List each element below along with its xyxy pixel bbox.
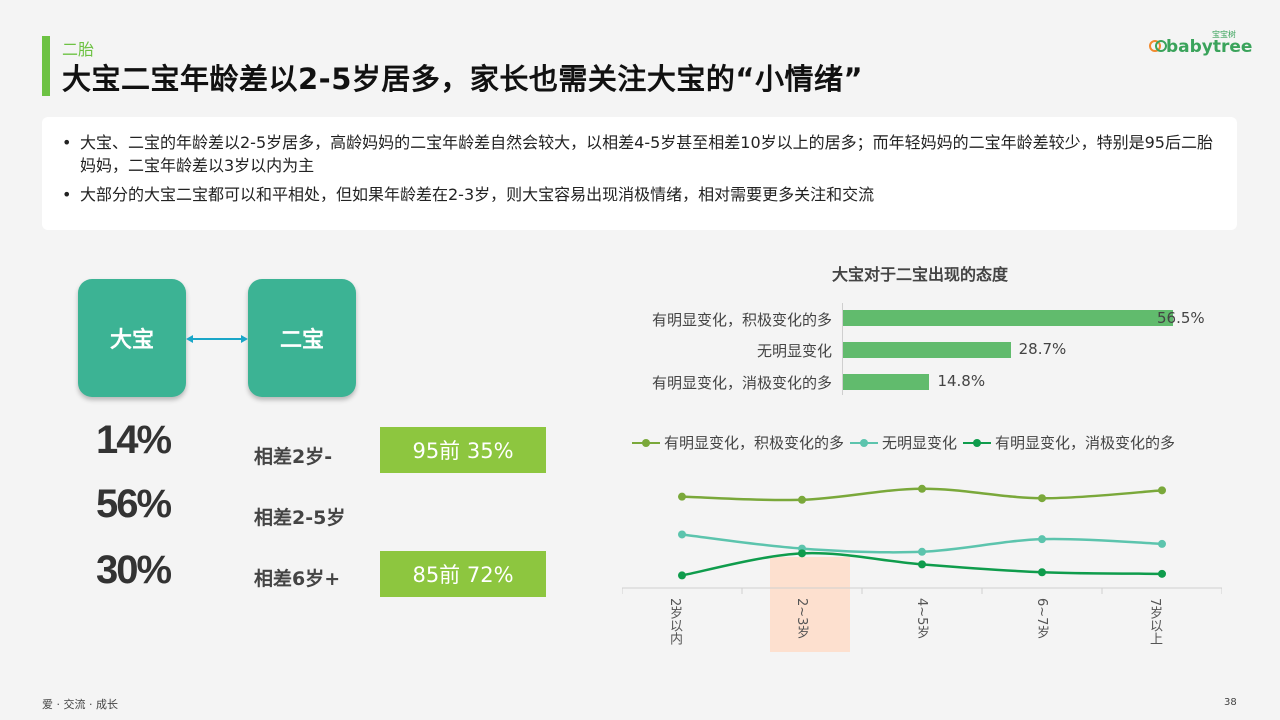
elder-child-box: 大宝 — [78, 279, 186, 397]
age-gap-tag: 95前 35% — [380, 427, 546, 473]
age-gap-tag: 85前 72% — [380, 551, 546, 597]
series-point-2 — [678, 571, 686, 580]
younger-child-box: 二宝 — [248, 279, 356, 397]
legend-marker-icon — [850, 437, 879, 449]
babytree-logo: babytree 宝宝树 — [1148, 30, 1252, 60]
age-gap-label: 相差6岁+ — [254, 568, 341, 590]
legend-label: 有明显变化，积极变化的多 — [664, 434, 845, 452]
line-chart-legend: 有明显变化，积极变化的多 无明显变化 有明显变化，消极变化的多 — [632, 432, 1181, 453]
bullet-text: 大宝、二宝的年龄差以2-5岁居多，高龄妈妈的二宝年龄差自然会较大，以相差4-5岁… — [80, 133, 1213, 175]
bar-category-label: 有明显变化，消极变化的多 — [651, 374, 832, 392]
age-gap-label: 相差2-5岁 — [254, 507, 346, 529]
bar-category-label: 有明显变化，积极变化的多 — [651, 311, 832, 329]
page-title: 大宝二宝年龄差以2-5岁居多，家长也需关注大宝的“小情绪” — [62, 62, 864, 96]
page-number: 38 — [1224, 697, 1237, 708]
series-point-0 — [1158, 486, 1166, 495]
series-point-0 — [678, 492, 686, 501]
bar-positive — [843, 310, 1173, 326]
bar-neutral — [843, 342, 1011, 358]
bullet-dot-icon: • — [62, 133, 72, 152]
x-tick-label: 7岁以上 — [1147, 598, 1162, 646]
legend-marker-icon — [963, 437, 992, 449]
summary-panel: • 大宝、二宝的年龄差以2-5岁居多，高龄妈妈的二宝年龄差自然会较大，以相差4-… — [42, 117, 1237, 230]
series-point-0 — [798, 495, 806, 504]
legend-label: 有明显变化，消极变化的多 — [995, 434, 1176, 452]
double-arrow-icon — [186, 335, 248, 343]
legend-label: 无明显变化 — [882, 434, 958, 452]
age-gap-percent: 30% — [96, 548, 172, 592]
logo-icon — [1149, 40, 1167, 52]
series-point-0 — [1038, 494, 1046, 503]
series-point-1 — [918, 547, 926, 556]
x-tick-label: 6~7岁 — [1034, 598, 1049, 639]
bar-negative — [843, 374, 930, 390]
series-point-2 — [1038, 568, 1046, 577]
bar-chart-axis — [842, 303, 843, 395]
age-gap-percent: 14% — [96, 418, 172, 462]
section-subtitle: 二胎 — [62, 40, 95, 59]
bar-category-label: 无明显变化 — [756, 342, 832, 360]
legend-item: 有明显变化，积极变化的多 — [632, 432, 844, 453]
bullet-dot-icon: • — [62, 185, 72, 204]
x-tick-label: 4~5岁 — [914, 598, 929, 639]
bullet-item: • 大部分的大宝二宝都可以和平相处，但如果年龄差在2-3岁，则大宝容易出现消极情… — [62, 183, 1217, 206]
age-gap-label: 相差2岁- — [254, 446, 333, 468]
highlight-band — [770, 557, 850, 652]
bullet-text: 大部分的大宝二宝都可以和平相处，但如果年龄差在2-3岁，则大宝容易出现消极情绪，… — [80, 185, 875, 204]
legend-marker-icon — [632, 437, 660, 449]
series-point-1 — [1158, 539, 1166, 548]
x-tick-label: 2岁以内 — [667, 598, 682, 646]
logo-text: babytree — [1166, 37, 1253, 57]
title-accent-bar — [42, 36, 50, 96]
footer-slogan: 爱 · 交流 · 成长 — [42, 698, 118, 711]
bar-chart-title: 大宝对于二宝出现的态度 — [831, 265, 1008, 284]
bar-value-label: 56.5% — [1157, 309, 1205, 327]
series-point-2 — [798, 549, 806, 558]
bar-value-label: 28.7% — [1018, 340, 1067, 358]
bar-value-label: 14.8% — [937, 372, 986, 390]
x-tick-label: 2~3岁 — [794, 598, 809, 639]
legend-item: 有明显变化，消极变化的多 — [963, 432, 1175, 453]
attitude-line-chart — [622, 484, 1222, 652]
legend-item: 无明显变化 — [850, 432, 957, 453]
series-point-1 — [1038, 535, 1046, 544]
bullet-item: • 大宝、二宝的年龄差以2-5岁居多，高龄妈妈的二宝年龄差自然会较大，以相差4-… — [62, 131, 1217, 177]
age-gap-percent: 56% — [96, 482, 172, 526]
logo-text-small: 宝宝树 — [1212, 30, 1236, 39]
series-point-2 — [1158, 569, 1166, 578]
series-point-0 — [918, 484, 926, 493]
series-point-2 — [918, 560, 926, 569]
series-point-1 — [678, 530, 686, 539]
